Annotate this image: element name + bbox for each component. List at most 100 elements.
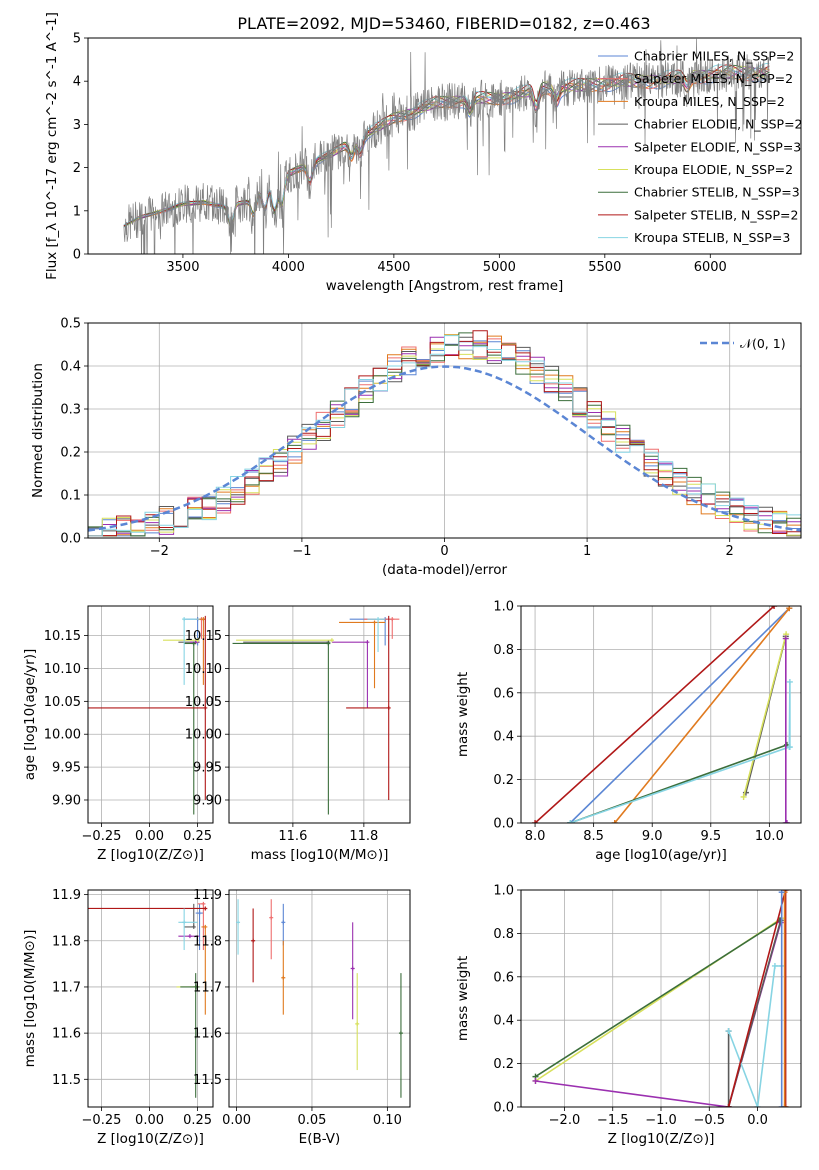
y-tick-label: 0.6 [493, 686, 514, 701]
y-tick-label: 3 [73, 118, 81, 133]
x-tick-label: 0.10 [373, 1113, 402, 1128]
axes-frame [520, 605, 802, 824]
weight-line-kroupa-stelib [727, 965, 782, 1107]
y-axis-label: mass weight [455, 672, 471, 757]
y-tick-label: 4 [73, 75, 81, 90]
weight-line-kroupa-stelib [569, 681, 791, 823]
errorbar-marker [281, 920, 286, 925]
x-tick-label: 0.00 [135, 1113, 164, 1128]
errorbar-marker [203, 906, 208, 911]
gaussian-curve [88, 365, 801, 532]
y-tick-label: 10.15 [185, 629, 222, 644]
errorbar-marker [191, 924, 196, 929]
y-tick-label: 10.15 [44, 629, 81, 644]
panel-mass_vs_Z: −0.25 0.00 0.25 11.5 11.6 11.7 11.8 11.9 Z [log1… [22, 888, 214, 1147]
errorbar-marker [365, 640, 370, 645]
errorbar-kroupa-miles [339, 620, 386, 689]
x-tick-label: 3500 [166, 260, 199, 275]
errorbar-marker [350, 966, 355, 971]
weight-marker-kroupa-stelib [771, 962, 778, 969]
weight-marker-salpeter-elodie [782, 820, 789, 823]
errorbar-marker [201, 901, 206, 906]
errorbar-marker [193, 984, 198, 989]
x-tick-label: 4500 [377, 260, 410, 275]
y-tick-label: 0.1 [60, 489, 81, 504]
y-tick-label: 0.2 [60, 446, 81, 461]
axes-frame [87, 322, 802, 539]
errorbar-marker [326, 641, 331, 646]
weight-marker-salpeter-stelib [782, 1104, 789, 1107]
y-tick-label: 0.3 [60, 403, 81, 418]
errorbar-marker [398, 1031, 403, 1036]
errorbar-marker [269, 915, 274, 920]
y-tick-label: 0.8 [493, 643, 514, 658]
x-tick-label: 9.5 [700, 829, 721, 844]
weight-marker-kroupa-miles [781, 1104, 788, 1107]
errorbar-kroupa-miles [281, 940, 286, 1015]
figure-title: PLATE=2092, MJD=53460, FIBERID=0182, z=0… [237, 14, 650, 33]
y-tick-label: 11.6 [52, 1027, 81, 1042]
y-tick-label: 0.5 [60, 317, 81, 332]
x-tick-label: 10.0 [755, 829, 784, 844]
y-axis-label: Flux [f_λ 10^-17 erg cm^-2 s^-1 A^-1] [44, 12, 60, 280]
errorbar-chabrier-miles [349, 617, 393, 646]
y-axis-label: Normed distribution [30, 363, 46, 498]
mass_vs_Z-plot-area [88, 901, 208, 1098]
x-tick-label: −1.5 [597, 1113, 629, 1128]
y-tick-label: 9.95 [52, 761, 81, 776]
y-axis-label: age [log10(age/yr)] [22, 649, 38, 781]
x-tick-label: −2.0 [549, 1113, 581, 1128]
legend-entry: Salpeter MILES, N_SSP=2 [634, 71, 793, 86]
grid [229, 890, 410, 1107]
weight-line-salpeter-stelib [534, 606, 775, 823]
weight-marker-kroupa-miles [611, 820, 618, 823]
weight-line-kroupa-miles [614, 607, 790, 823]
x-tick-label: −0.5 [693, 1113, 725, 1128]
weight-marker-salpeter-elodie [532, 1077, 539, 1084]
errorbar-salpeter-stelib [346, 615, 391, 800]
weight-marker-salpeter-stelib [725, 1104, 732, 1107]
errorbar-chabrier-elodie [184, 903, 196, 929]
y-tick-label: 0.0 [493, 1101, 514, 1116]
weight_vs_Z-plot-area [532, 890, 789, 1107]
errorbar-marker [372, 620, 377, 625]
panel-age_vs_Z: −0.25 0.00 0.25 9.90 9.95 10.00 10.05 10.10 10.1… [22, 605, 214, 863]
x-axis-label: (data-model)/error [382, 562, 508, 578]
y-tick-label: 1.0 [493, 884, 514, 899]
legend-entry: Chabrier ELODIE, N_SSP=2 [634, 117, 803, 132]
axes-frame [520, 889, 802, 1108]
y-tick-label: 10.00 [44, 728, 81, 743]
legend-entry: Salpeter STELIB, N_SSP=2 [634, 207, 798, 222]
y-tick-label: 10.10 [185, 662, 222, 677]
weight-marker-salpeter-elodie [783, 820, 790, 823]
errorbar-marker [236, 920, 241, 925]
legend-entry: Salpeter ELODIE, N_SSP=3 [634, 139, 801, 154]
x-axis-label: mass [log10(M/M⊙)] [251, 847, 389, 863]
errorbar-kroupa-miles [197, 617, 206, 685]
weight-line-salpeter-elodie [785, 638, 787, 823]
y-tick-label: 9.90 [193, 793, 222, 808]
errorbar-kroupa-stelib [236, 899, 241, 955]
x-axis-label: Z [log10(Z/Z⊙)] [97, 847, 204, 863]
y-tick-label: 11.5 [52, 1073, 81, 1088]
axes-frame [87, 889, 214, 1108]
legend-entry: Kroupa STELIB, N_SSP=3 [634, 230, 790, 245]
x-axis-label: Z [log10(Z/Z⊙)] [608, 1131, 715, 1147]
weight-marker-salpeter-elodie [782, 635, 789, 642]
observed-spectrum [123, 38, 770, 254]
y-tick-label: 10.10 [44, 662, 81, 677]
errorbar-marker [355, 1021, 360, 1026]
errorbar-salpeter-miles [269, 899, 274, 960]
x-axis-label: E(B-V) [299, 1131, 341, 1147]
errorbar-kroupa-stelib [178, 908, 198, 951]
panel-weight_vs_Z: −2.0 −1.5 −1.0 −0.5 0.0 0.0 0.2 0.4 0.6 0.8 1.0 Z [… [455, 884, 802, 1147]
errorbar-marker [187, 934, 192, 939]
y-tick-label: 0.6 [493, 970, 514, 985]
grid [521, 605, 801, 824]
errorbar-kroupa-elodie [163, 638, 200, 643]
x-tick-label: 8.0 [525, 829, 546, 844]
x-tick-label: 1 [583, 544, 591, 559]
x-tick-label: 5000 [483, 260, 516, 275]
x-tick-label: 8.5 [583, 829, 604, 844]
legend-entry: Chabrier STELIB, N_SSP=3 [634, 185, 800, 200]
